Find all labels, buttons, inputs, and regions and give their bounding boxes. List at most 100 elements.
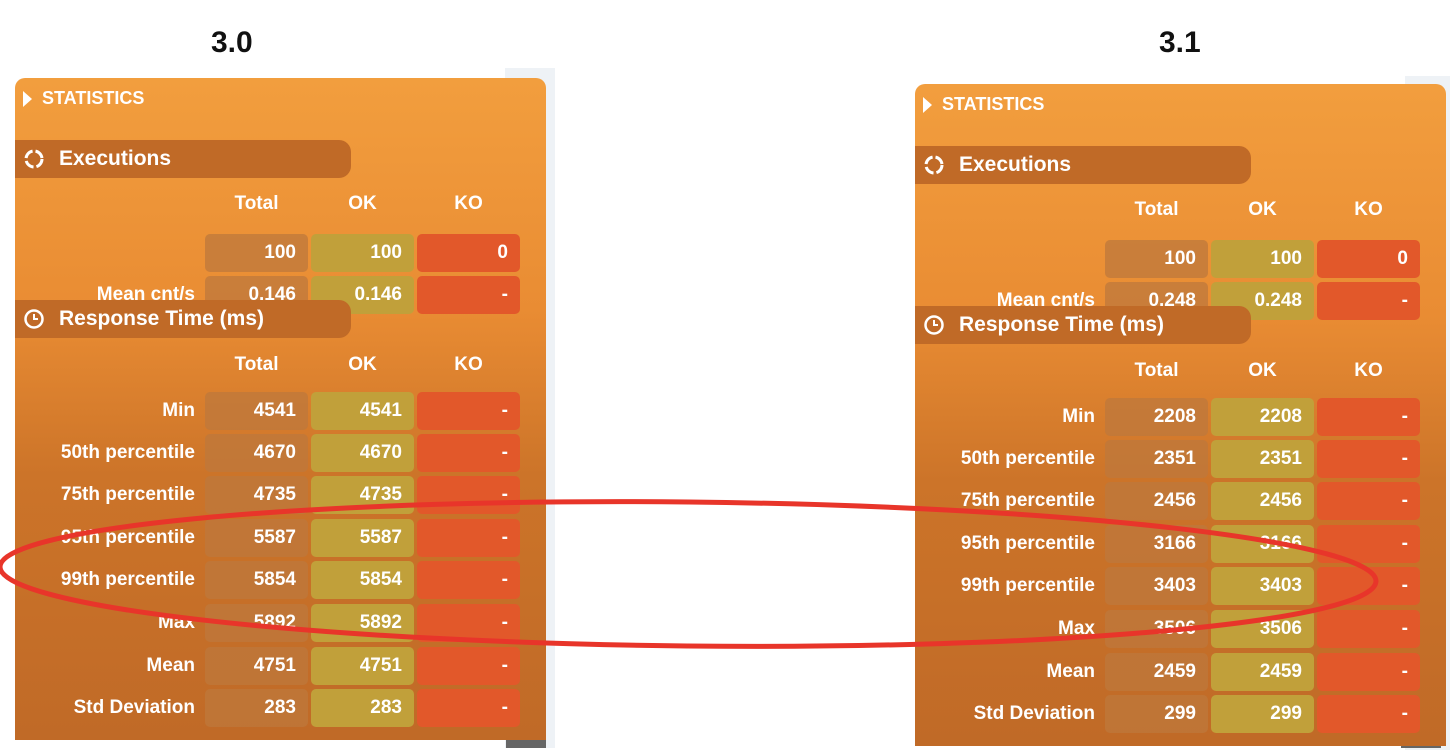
statistics-panel: STATISTICS Executions Total OK KO 100 100 0 Mean… bbox=[915, 84, 1446, 746]
row-label: Std Deviation bbox=[973, 703, 1095, 724]
total-value-cell: 4670 bbox=[205, 434, 308, 472]
total-value-cell: 2208 bbox=[1105, 398, 1208, 436]
row-label: 75th percentile bbox=[960, 490, 1095, 511]
column-header-ko: KO bbox=[1354, 360, 1383, 381]
column-header-total: Total bbox=[1134, 360, 1179, 381]
refresh-icon bbox=[23, 148, 45, 170]
row-label: Mean cnt/s bbox=[96, 284, 195, 305]
row-label: Max bbox=[158, 612, 195, 633]
ok-value-cell: 4751 bbox=[311, 647, 414, 685]
ko-value-cell: - bbox=[1317, 653, 1420, 691]
stat-row: 75th percentile 4735 4735- bbox=[15, 476, 546, 514]
row-label: Min bbox=[162, 400, 195, 421]
ok-value-cell: 2351 bbox=[1211, 440, 1314, 478]
ko-value-cell: - bbox=[417, 647, 520, 685]
stat-row: 75th percentile 2456 2456- bbox=[915, 482, 1446, 520]
ko-value-cell: - bbox=[1317, 482, 1420, 520]
ko-value-cell: - bbox=[1317, 695, 1420, 733]
executions-section-header: Executions bbox=[915, 146, 1251, 184]
row-label: 50th percentile bbox=[60, 442, 195, 463]
column-header-ko: KO bbox=[1354, 199, 1383, 220]
column-header-ok: OK bbox=[1248, 360, 1277, 381]
section-title: Response Time (ms) bbox=[959, 313, 1165, 336]
total-value-cell: 3403 bbox=[1105, 567, 1208, 605]
ko-value-cell: - bbox=[417, 434, 520, 472]
total-value-cell: 2459 bbox=[1105, 653, 1208, 691]
clock-icon bbox=[923, 314, 945, 336]
ko-value-cell: - bbox=[1317, 282, 1420, 320]
total-value-cell: 2351 bbox=[1105, 440, 1208, 478]
stat-row: 99th percentile 3403 3403- bbox=[915, 567, 1446, 605]
ok-value-cell: 2456 bbox=[1211, 482, 1314, 520]
statistics-title: STATISTICS bbox=[942, 94, 1045, 114]
scroll-corner bbox=[506, 740, 546, 748]
statistics-header[interactable]: STATISTICS bbox=[923, 94, 1044, 115]
total-value-cell: 3166 bbox=[1105, 525, 1208, 563]
total-value-cell: 100 bbox=[205, 234, 308, 272]
expand-triangle-icon[interactable] bbox=[23, 90, 32, 107]
ok-value-cell: 299 bbox=[1211, 695, 1314, 733]
ok-value-cell: 2208 bbox=[1211, 398, 1314, 436]
ok-value-cell: 5892 bbox=[311, 604, 414, 642]
expand-triangle-icon[interactable] bbox=[923, 96, 932, 113]
ok-value-cell: 4670 bbox=[311, 434, 414, 472]
ko-value-cell: - bbox=[417, 604, 520, 642]
row-label: Max bbox=[1058, 618, 1095, 639]
total-value-cell: 4751 bbox=[205, 647, 308, 685]
stat-row: 100 100 0 bbox=[915, 240, 1446, 278]
total-value-cell: 4541 bbox=[205, 392, 308, 430]
total-value-cell: 5587 bbox=[205, 519, 308, 557]
statistics-panel: STATISTICS Executions Total OK KO 100 100 0 Mean… bbox=[15, 78, 546, 740]
row-label: 50th percentile bbox=[960, 448, 1095, 469]
ko-value-cell: - bbox=[417, 276, 520, 314]
stat-row: Std Deviation 283 283- bbox=[15, 689, 546, 727]
response-time-section-header: Response Time (ms) bbox=[915, 306, 1251, 344]
total-value-cell: 100 bbox=[1105, 240, 1208, 278]
ko-value-cell: 0 bbox=[417, 234, 520, 272]
column-header-total: Total bbox=[234, 193, 279, 214]
column-header-ok: OK bbox=[1248, 199, 1277, 220]
response-time-section-header: Response Time (ms) bbox=[15, 300, 351, 338]
ok-value-cell: 5854 bbox=[311, 561, 414, 599]
ko-value-cell: - bbox=[1317, 610, 1420, 648]
total-value-cell: 5892 bbox=[205, 604, 308, 642]
section-title: Executions bbox=[959, 153, 1072, 176]
version-label-left: 3.0 bbox=[211, 26, 253, 59]
ok-value-cell: 100 bbox=[1211, 240, 1314, 278]
stat-row: Min 2208 2208- bbox=[915, 398, 1446, 436]
ok-value-cell: 4541 bbox=[311, 392, 414, 430]
column-header-total: Total bbox=[234, 354, 279, 375]
stat-row: Min 4541 4541- bbox=[15, 392, 546, 430]
ok-value-cell: 0.248 bbox=[1211, 282, 1314, 320]
statistics-header[interactable]: STATISTICS bbox=[23, 88, 144, 109]
column-header-total: Total bbox=[1134, 199, 1179, 220]
ko-value-cell: - bbox=[1317, 440, 1420, 478]
ok-value-cell: 5587 bbox=[311, 519, 414, 557]
executions-section-header: Executions bbox=[15, 140, 351, 178]
row-label: Min bbox=[1062, 406, 1095, 427]
total-value-cell: 3506 bbox=[1105, 610, 1208, 648]
section-title: Executions bbox=[59, 147, 172, 170]
stat-row: Mean 4751 4751- bbox=[15, 647, 546, 685]
total-value-cell: 4735 bbox=[205, 476, 308, 514]
ko-value-cell: - bbox=[417, 392, 520, 430]
ko-value-cell: - bbox=[417, 689, 520, 727]
ko-value-cell: - bbox=[1317, 398, 1420, 436]
total-value-cell: 2456 bbox=[1105, 482, 1208, 520]
total-value-cell: 299 bbox=[1105, 695, 1208, 733]
ok-value-cell: 3403 bbox=[1211, 567, 1314, 605]
clock-icon bbox=[23, 308, 45, 330]
stat-row: Std Deviation 299 299- bbox=[915, 695, 1446, 733]
row-label: 95th percentile bbox=[960, 533, 1095, 554]
ok-value-cell: 100 bbox=[311, 234, 414, 272]
ko-value-cell: - bbox=[1317, 567, 1420, 605]
stat-row: 99th percentile 5854 5854- bbox=[15, 561, 546, 599]
ko-value-cell: - bbox=[417, 561, 520, 599]
ok-value-cell: 3506 bbox=[1211, 610, 1314, 648]
ok-value-cell: 283 bbox=[311, 689, 414, 727]
total-value-cell: 5854 bbox=[205, 561, 308, 599]
stat-row: Max 3506 3506- bbox=[915, 610, 1446, 648]
column-header-ko: KO bbox=[454, 354, 483, 375]
stat-row: Mean 2459 2459- bbox=[915, 653, 1446, 691]
row-label: 99th percentile bbox=[960, 575, 1095, 596]
